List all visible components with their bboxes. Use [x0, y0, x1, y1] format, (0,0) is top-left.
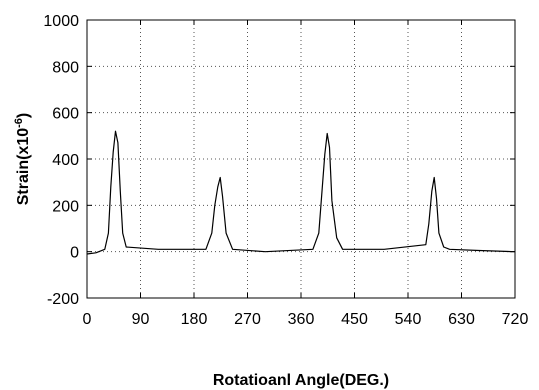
ticks [86, 19, 516, 299]
x-tick-label: 180 [181, 311, 208, 328]
y-tick-label: 400 [52, 152, 79, 169]
x-tick-label: 540 [395, 311, 422, 328]
x-tick-label: 270 [234, 311, 261, 328]
y-axis-title-base: Strain(x10 [15, 128, 32, 205]
x-tick-label: 0 [83, 311, 92, 328]
series-line-0 [86, 130, 516, 255]
y-tick-label: -200 [47, 291, 79, 308]
series-layer [86, 130, 516, 255]
y-tick-label: 0 [70, 245, 79, 262]
y-axis-title-exponent: -6 [13, 118, 25, 128]
tick-labels: 0 90 180 270 360 450 540 630 720-200020040060080… [43, 13, 528, 328]
y-tick-label: 600 [52, 106, 79, 123]
y-tick-label: 1000 [43, 13, 79, 30]
x-tick-label: 720 [502, 311, 529, 328]
grid [87, 20, 515, 298]
x-tick-label: 450 [341, 311, 368, 328]
x-tick-label: 360 [288, 311, 315, 328]
x-tick-label: 630 [448, 311, 475, 328]
x-tick-label: 90 [132, 311, 150, 328]
y-tick-label: 800 [52, 59, 79, 76]
y-axis-title-close: ) [15, 113, 32, 118]
y-tick-label: 200 [52, 198, 79, 215]
x-axis-title: Rotatioanl Angle(DEG.) [213, 372, 389, 389]
y-axis-title: Strain(x10-6) [13, 113, 32, 205]
